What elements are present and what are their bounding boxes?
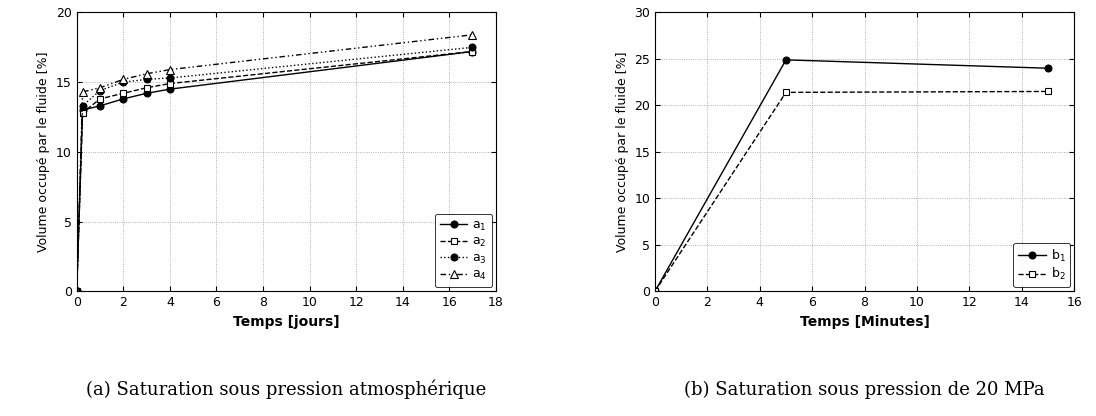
Legend: b$_{1}$, b$_{2}$: b$_{1}$, b$_{2}$ (1013, 243, 1071, 287)
X-axis label: Temps [jours]: Temps [jours] (233, 314, 340, 329)
Text: (b) Saturation sous pression de 20 MPa: (b) Saturation sous pression de 20 MPa (684, 381, 1044, 399)
Y-axis label: Volume occupé par le fluide [%]: Volume occupé par le fluide [%] (37, 52, 50, 252)
Text: (a) Saturation sous pression atmosphérique: (a) Saturation sous pression atmosphériq… (87, 380, 487, 399)
Legend: a$_{1}$, a$_{2}$, a$_{3}$, a$_{4}$: a$_{1}$, a$_{2}$, a$_{3}$, a$_{4}$ (435, 213, 492, 287)
Y-axis label: Volume occupé par le fluide [%]: Volume occupé par le fluide [%] (616, 52, 629, 252)
X-axis label: Temps [Minutes]: Temps [Minutes] (800, 314, 929, 329)
